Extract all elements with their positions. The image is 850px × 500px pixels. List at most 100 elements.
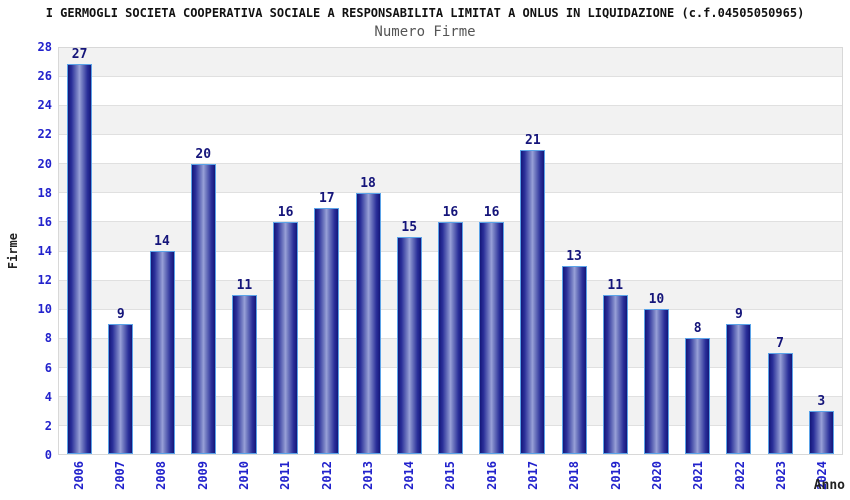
y-tick-label: 26 xyxy=(37,69,52,84)
plot-band xyxy=(59,105,842,135)
bar-value-label: 27 xyxy=(71,47,88,62)
x-tick-slot: 2017 xyxy=(512,461,553,490)
x-tick-slot: 2012 xyxy=(306,461,347,490)
bar-2021 xyxy=(685,338,711,454)
bar-value-label: 10 xyxy=(648,292,665,307)
bar-slot-2007: 9 xyxy=(100,48,141,454)
y-tick-label: 24 xyxy=(37,98,52,113)
bar-slot-2017: 21 xyxy=(512,48,553,454)
x-tick-slot: 2023 xyxy=(760,461,801,490)
bar-slot-2009: 20 xyxy=(183,48,224,454)
bar-2014 xyxy=(396,236,422,454)
bar-slot-2010: 11 xyxy=(224,48,265,454)
x-tick-label: 2008 xyxy=(154,461,169,490)
x-tick-label: 2007 xyxy=(112,461,127,490)
x-tick-slot: 2014 xyxy=(389,461,430,490)
bar-value-label: 9 xyxy=(116,306,125,322)
bar-value-label: 8 xyxy=(693,321,702,337)
bar-slot-2019: 11 xyxy=(595,48,636,454)
bar-slot-2008: 14 xyxy=(141,48,182,454)
bar-2019 xyxy=(602,294,628,454)
x-tick-label: 2011 xyxy=(278,461,293,490)
bar-slot-2015: 16 xyxy=(430,48,471,454)
bar-value-label: 16 xyxy=(277,205,294,221)
bars-row: 27 9 14 20 11 16 17 18 15 16 16 21 13 11 10 8 9 7 3 xyxy=(59,48,842,454)
y-tick-label: 10 xyxy=(37,302,52,317)
bar-slot-2018: 13 xyxy=(553,48,594,454)
bar-2016 xyxy=(479,222,505,454)
bar-value-label: 18 xyxy=(360,176,376,191)
bar-2006 xyxy=(67,64,93,454)
bar-2024 xyxy=(808,410,834,454)
x-tick-slot: 2007 xyxy=(99,461,140,490)
x-tick-slot: 2006 xyxy=(58,461,99,490)
bar-value-label: 17 xyxy=(318,190,335,206)
bar-slot-2022: 9 xyxy=(718,48,759,454)
x-tick-slot: 2008 xyxy=(141,461,182,490)
x-tick-slot: 2022 xyxy=(719,461,760,490)
y-tick-label: 0 xyxy=(44,448,52,462)
y-tick-label: 4 xyxy=(44,389,52,404)
x-tick-label: 2023 xyxy=(773,461,788,490)
x-axis-title: Anno xyxy=(813,478,845,493)
bar-2020 xyxy=(643,309,669,454)
bar-slot-2006: 27 xyxy=(59,48,100,454)
y-tick-label: 6 xyxy=(44,360,52,375)
bar-2010 xyxy=(231,294,257,454)
x-tick-label: 2006 xyxy=(71,461,86,490)
bar-value-label: 3 xyxy=(817,393,826,409)
x-tick-label: 2013 xyxy=(360,461,375,490)
x-tick-label: 2015 xyxy=(443,461,458,490)
bar-2007 xyxy=(108,323,134,454)
bar-value-label: 16 xyxy=(483,205,500,221)
x-tick-slot: 2019 xyxy=(595,461,636,490)
bar-slot-2016: 16 xyxy=(471,48,512,454)
chart-subtitle: Numero Firme xyxy=(374,24,476,40)
x-tick-slot: 2009 xyxy=(182,461,223,490)
x-tick-label: 2022 xyxy=(732,461,747,490)
x-tick-label: 2020 xyxy=(650,461,665,490)
y-tick-label: 18 xyxy=(37,185,52,200)
bar-2018 xyxy=(561,265,587,454)
bar-slot-2024: 3 xyxy=(801,48,842,454)
bar-slot-2020: 10 xyxy=(636,48,677,454)
x-tick-slot: 2021 xyxy=(678,461,719,490)
bar-2011 xyxy=(273,222,299,454)
x-tick-label: 2018 xyxy=(567,461,582,490)
bar-slot-2012: 17 xyxy=(306,48,347,454)
y-tick-label: 8 xyxy=(44,331,52,346)
x-tick-label: 2021 xyxy=(691,461,706,490)
x-tick-slot: 2020 xyxy=(636,461,677,490)
bar-2022 xyxy=(726,323,752,454)
chart-title: I GERMOGLI SOCIETA COOPERATIVA SOCIALE A… xyxy=(45,6,805,20)
plot-band xyxy=(59,134,842,163)
plot-band xyxy=(59,48,842,77)
x-tick-label: 2010 xyxy=(236,461,251,490)
bar-value-label: 20 xyxy=(195,147,212,162)
y-tick-label: 28 xyxy=(37,40,52,54)
bar-slot-2014: 15 xyxy=(389,48,430,454)
x-tick-slot: 2016 xyxy=(471,461,512,490)
bar-value-label: 7 xyxy=(776,335,784,351)
x-tick-slot: 2015 xyxy=(430,461,471,490)
y-tick-label: 16 xyxy=(37,214,52,229)
bar-slot-2021: 8 xyxy=(677,48,718,454)
y-tick-label: 22 xyxy=(37,127,52,142)
bar-value-label: 16 xyxy=(442,205,459,221)
bar-2017 xyxy=(520,149,546,454)
bar-value-label: 11 xyxy=(236,277,253,293)
bar-slot-2011: 16 xyxy=(265,48,306,454)
x-tick-label: 2016 xyxy=(484,461,499,490)
bar-value-label: 9 xyxy=(734,306,743,322)
bar-value-label: 21 xyxy=(525,132,541,148)
x-tick-label: 2009 xyxy=(195,461,210,490)
x-tick-slot: 2011 xyxy=(265,461,306,490)
bar-2012 xyxy=(314,207,340,454)
plot-band xyxy=(59,163,842,193)
bar-slot-2023: 7 xyxy=(759,48,800,454)
x-axis-ticks: 2006 2007 2008 2009 2010 2011 2012 2013 2014 2015… xyxy=(58,461,843,499)
bar-2009 xyxy=(190,164,216,454)
bar-value-label: 14 xyxy=(154,234,170,249)
x-tick-slot: 2013 xyxy=(347,461,388,490)
bar-value-label: 13 xyxy=(566,248,582,264)
